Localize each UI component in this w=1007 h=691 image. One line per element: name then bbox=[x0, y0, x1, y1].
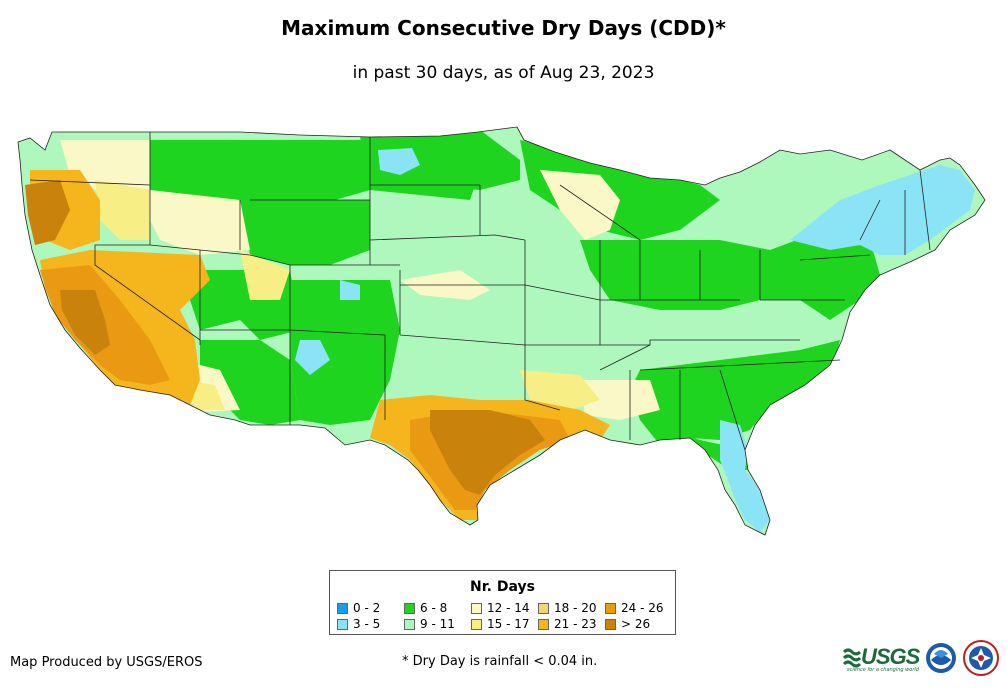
legend-item: 12 - 14 bbox=[471, 602, 530, 615]
legend-swatch bbox=[538, 619, 549, 630]
legend-label: 0 - 2 bbox=[353, 601, 381, 615]
legend: Nr. Days 0 - 2 3 - 5 6 - 8 9 - 11 12 - 1… bbox=[329, 570, 676, 635]
noaa-logo-icon bbox=[926, 643, 956, 673]
legend-item: 21 - 23 bbox=[538, 618, 597, 631]
usgs-wave-icon bbox=[843, 648, 861, 668]
legend-item: 0 - 2 bbox=[337, 602, 380, 615]
legend-label: 12 - 14 bbox=[487, 601, 530, 615]
legend-label: 3 - 5 bbox=[353, 617, 381, 631]
cdd-shading bbox=[18, 127, 985, 535]
legend-label: 24 - 26 bbox=[621, 601, 664, 615]
legend-swatch bbox=[605, 603, 616, 614]
legend-item: 6 - 8 bbox=[404, 602, 447, 615]
footnote: * Dry Day is rainfall < 0.04 in. bbox=[402, 654, 598, 669]
legend-label: > 26 bbox=[621, 617, 651, 631]
agency-logos: USGS science for a changing world bbox=[843, 640, 1003, 680]
legend-swatch bbox=[337, 619, 348, 630]
legend-item: > 26 bbox=[605, 618, 650, 631]
legend-swatch bbox=[404, 619, 415, 630]
legend-swatch bbox=[538, 603, 549, 614]
legend-label: 9 - 11 bbox=[420, 617, 455, 631]
legend-label: 18 - 20 bbox=[554, 601, 597, 615]
map-credit: Map Produced by USGS/EROS bbox=[10, 655, 203, 670]
legend-item: 9 - 11 bbox=[404, 618, 455, 631]
legend-item: 3 - 5 bbox=[337, 618, 380, 631]
legend-item: 24 - 26 bbox=[605, 602, 664, 615]
legend-label: 6 - 8 bbox=[420, 601, 448, 615]
page-subtitle: in past 30 days, as of Aug 23, 2023 bbox=[352, 63, 655, 83]
page-title: Maximum Consecutive Dry Days (CDD)* bbox=[281, 16, 726, 40]
legend-label: 21 - 23 bbox=[554, 617, 597, 631]
legend-label: 15 - 17 bbox=[487, 617, 530, 631]
legend-swatch bbox=[471, 603, 482, 614]
usgs-logo: USGS bbox=[861, 644, 920, 669]
legend-item: 18 - 20 bbox=[538, 602, 597, 615]
legend-swatch bbox=[404, 603, 415, 614]
nws-logo-icon bbox=[963, 640, 999, 676]
legend-swatch bbox=[605, 619, 616, 630]
legend-title: Nr. Days bbox=[470, 579, 535, 595]
legend-swatch bbox=[471, 619, 482, 630]
state-borders bbox=[17, 126, 986, 536]
legend-item: 15 - 17 bbox=[471, 618, 530, 631]
legend-swatch bbox=[337, 603, 348, 614]
usgs-tagline: science for a changing world bbox=[847, 667, 919, 673]
